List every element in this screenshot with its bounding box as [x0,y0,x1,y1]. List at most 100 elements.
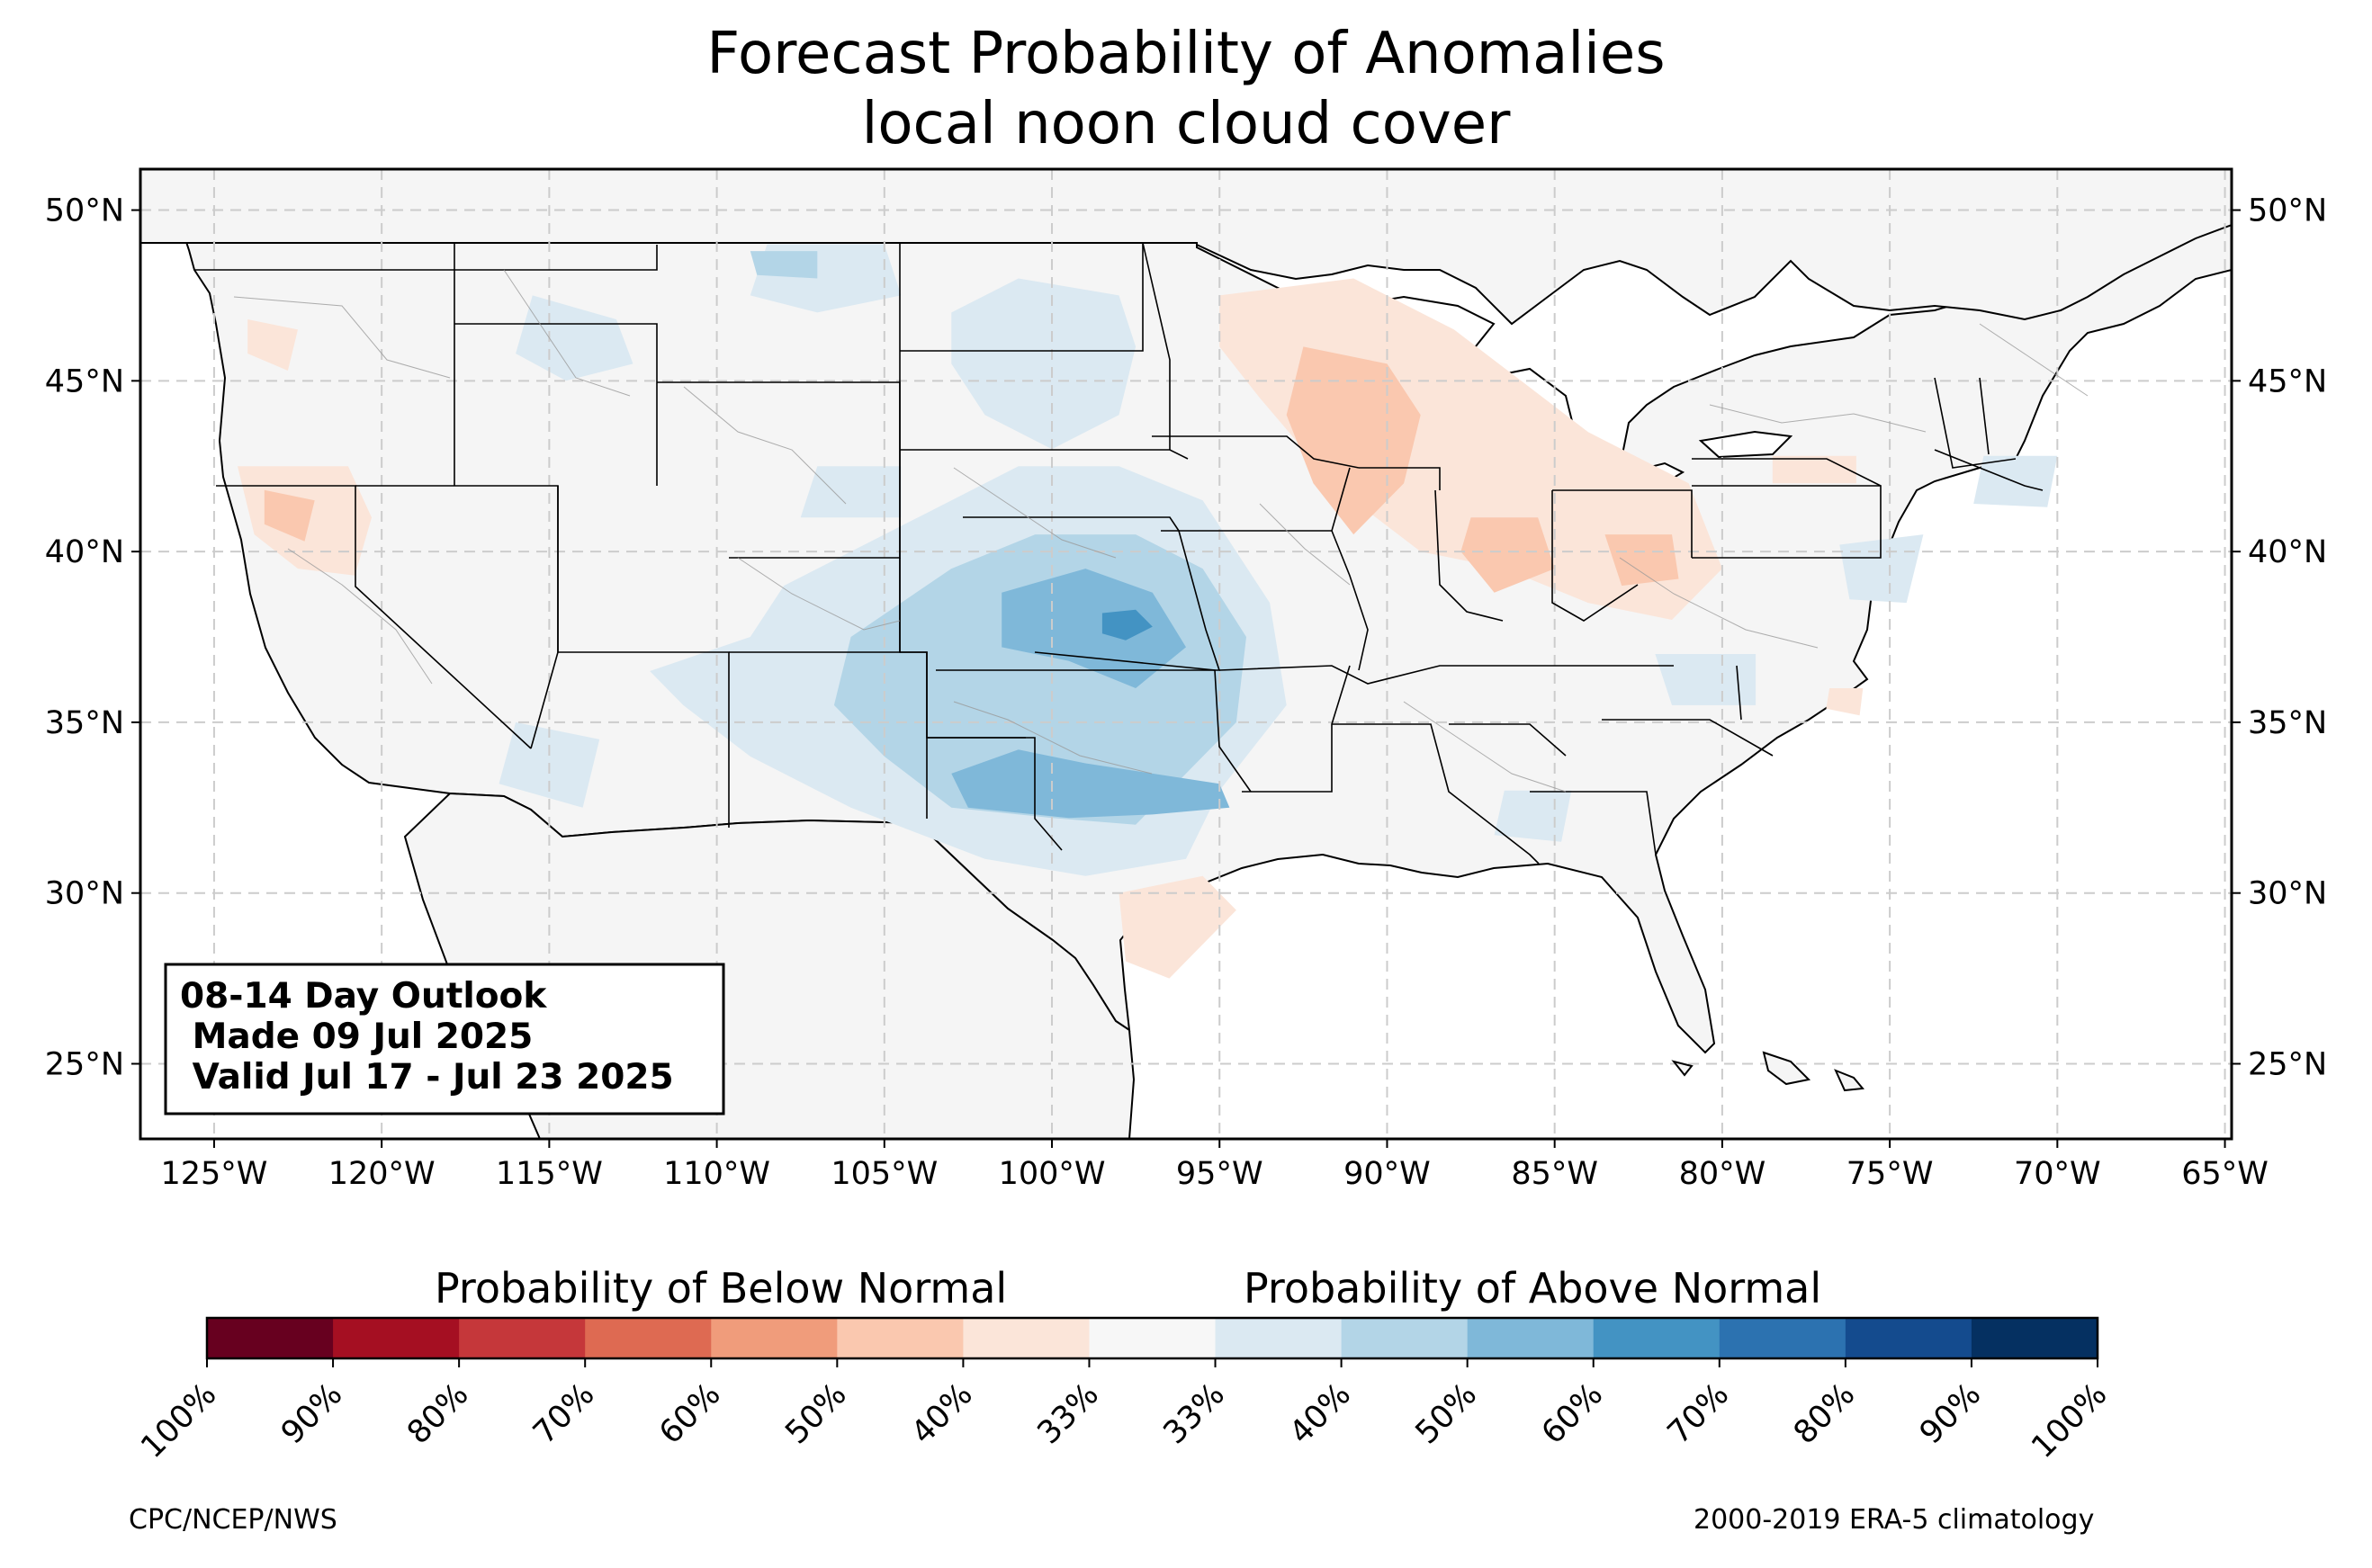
above-probability-area [951,749,1230,819]
colorbar-above-label: Probability of Above Normal [1244,1264,1822,1313]
colorbar-swatch [1341,1318,1469,1358]
colorbar-swatch [837,1318,964,1358]
lon-tick-label: 65°W [2181,1156,2269,1192]
chart-subtitle: local noon cloud cover [861,91,1511,157]
lon-tick-label: 120°W [328,1156,436,1192]
chart-title: Forecast Probability of Anomalies [706,21,1666,87]
boundary-line [1602,719,1774,757]
county-line [1979,323,2089,397]
colorbar-tick-label: 70% [1661,1376,1736,1451]
colorbar-tick-label: 90% [1913,1376,1988,1451]
boundary-line [1934,377,2017,469]
colorbar-swatch [1089,1318,1217,1358]
lat-tick-label-left: 25°N [45,1046,124,1082]
info-line-valid: Valid Jul 17 - Jul 23 2025 [180,1057,674,1098]
boundary-line [1332,723,1540,865]
colorbar-swatch [1719,1318,1846,1358]
above-probability-area [1494,790,1572,842]
colorbar-tick-label: 40% [904,1376,979,1451]
below-probability-area [1826,688,1864,716]
boundary-line [936,516,1221,671]
county-line [953,467,1117,559]
county-line [683,386,847,505]
county-line [1259,503,1351,586]
boundary-line [1692,485,1882,559]
boundary-line [1551,490,1639,622]
boundary-line [1552,489,1693,558]
above-probability-area [1101,609,1153,641]
colorbar-swatch [459,1318,586,1358]
county-line [233,296,451,379]
county-line [1403,701,1567,793]
colorbar-tick-label: 50% [1409,1376,1484,1451]
boundary-line [1034,651,1252,793]
lat-tick-label-left: 35°N [45,705,124,741]
lat-tick-label-right: 40°N [2248,534,2327,570]
colorbar-tick-label: 100% [134,1376,223,1465]
boundary-line [1142,242,1171,450]
gridlines [140,169,2232,1139]
lat-tick-label-right: 25°N [2248,1046,2327,1082]
county-line [1619,557,1819,649]
lat-tick-label-right: 50°N [2248,193,2327,229]
colorbar-swatch [1971,1318,2098,1358]
boundary-line [1331,530,1369,671]
colorbar-tick-label: 80% [400,1376,475,1451]
boundary-line [927,737,1063,851]
colorbar-swatch [333,1318,460,1358]
colorbar-tick-label: 33% [1031,1376,1106,1451]
colorbar-tick-label: 70% [526,1376,601,1451]
probability-contours [238,244,2058,979]
lon-tick-label: 95°W [1176,1156,1263,1192]
lat-tick-label-left: 30°N [45,876,124,912]
lat-tick-label-right: 30°N [2248,876,2327,912]
lat-tick-label-right: 45°N [2248,363,2327,399]
colorbar-frame [205,1316,2099,1360]
lat-tick-label-right: 35°N [2248,705,2327,741]
boundary-line [557,486,730,828]
colorbar: 100% 90% 80% 70% 60% 50% 40% 33% 33% 40% 50% 60% 70%… [134,1316,2114,1465]
colorbar-swatch [1593,1318,1721,1358]
colorbar-swatch [1215,1318,1343,1358]
lon-tick-label: 110°W [663,1156,770,1192]
boundary-line [194,245,658,271]
colorbar-tick-label: 90% [274,1376,349,1451]
boundary-line [1242,665,1351,793]
map-frame [139,167,2233,1141]
state-boundaries [194,242,2044,865]
colorbar-swatch [207,1318,334,1358]
boundary-line [1530,791,1657,856]
boundary-line [900,243,1144,352]
island [1671,1060,1694,1077]
county-line [737,557,901,631]
lon-tick-label: 85°W [1511,1156,1598,1192]
info-line-outlook: 08-14 Day Outlook [180,976,547,1017]
colorbar-tick-label: 80% [1787,1376,1862,1451]
colorbar-tick-label: 60% [1535,1376,1610,1451]
islands [1671,1051,1864,1092]
boundary-line [1359,467,1441,490]
boundary-line [1979,377,1990,455]
lat-tick-label-left: 50°N [45,193,124,229]
below-probability-area [1460,517,1555,593]
info-box-frame [164,963,725,1116]
below-probability-area [247,319,298,371]
island [1762,1051,1811,1086]
below-probability-area [1604,534,1679,587]
county-line [287,548,433,685]
map-axes: 25°N 25°N 30°N 30°N 35°N 35°N 40°N 40°N 45°N 45°N… [45,193,2327,1192]
credit-agency: CPC/NCEP/NWS [129,1504,337,1536]
colorbar-swatch [1845,1318,1972,1358]
boundary-line [1692,458,1882,487]
credit-climatology: 2000-2019 ERA-5 climatology [1694,1504,2095,1536]
outlook-info-box: 08-14 Day Outlook Made 09 Jul 2025 Valid… [164,963,725,1116]
above-probability-area [750,251,818,279]
below-probability-area [1772,455,1856,484]
lon-tick-label: 125°W [160,1156,267,1192]
island [1834,1069,1864,1092]
above-probability-area [800,466,902,518]
below-probability-area [1119,875,1236,979]
land-canada [140,169,2232,326]
above-probability-area [516,295,633,381]
